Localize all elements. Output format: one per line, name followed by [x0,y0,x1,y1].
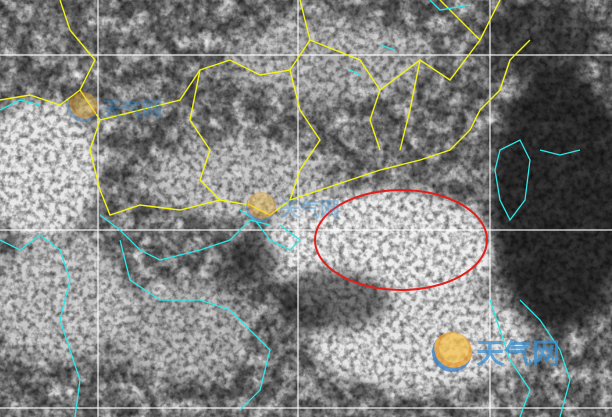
watermark: 天气网 [432,332,560,372]
watermark: 天气网 [68,92,162,122]
weather-sun-logo-icon [68,92,98,122]
watermark-text: 天气网 [280,196,340,221]
province-borders [0,0,531,216]
highlight-ellipse [314,189,488,291]
watermark-text: 天气网 [476,337,561,370]
weather-sun-logo-icon [246,192,276,222]
watermark-text: 天气网 [102,96,162,121]
weather-sun-logo-icon [432,332,472,372]
coastlines [0,0,581,417]
watermark: 天气网 [246,192,340,222]
